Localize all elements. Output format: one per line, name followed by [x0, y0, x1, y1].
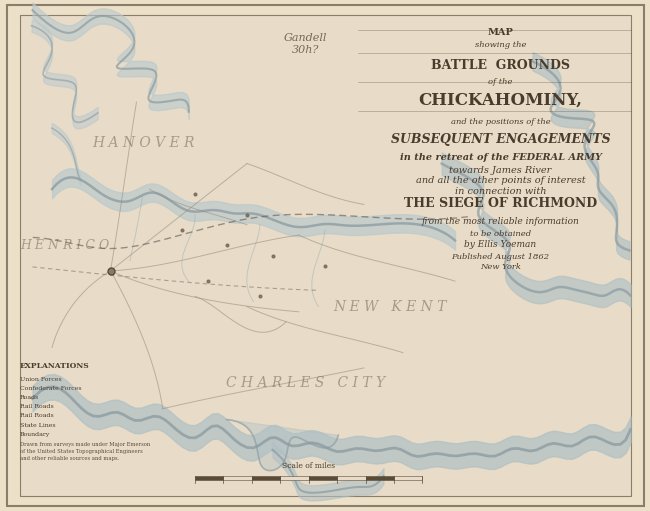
Text: Rail Roads: Rail Roads: [20, 413, 53, 419]
Text: in the retreat of the FEDERAL ARMY: in the retreat of the FEDERAL ARMY: [400, 153, 601, 162]
Text: of the: of the: [488, 78, 513, 86]
Text: showing the: showing the: [474, 41, 526, 49]
FancyBboxPatch shape: [20, 15, 630, 496]
Text: MAP: MAP: [488, 28, 514, 37]
Text: Scale of miles: Scale of miles: [282, 461, 335, 470]
Text: C H A R L E S   C I T Y: C H A R L E S C I T Y: [226, 376, 385, 390]
Text: New York: New York: [480, 263, 521, 271]
Text: N E W   K E N T: N E W K E N T: [333, 299, 447, 314]
Bar: [365, 476, 394, 480]
Text: State Lines: State Lines: [20, 423, 55, 428]
Text: to be obtained: to be obtained: [470, 230, 531, 238]
Text: EXPLANATIONS: EXPLANATIONS: [20, 362, 89, 370]
Text: Rail Roads: Rail Roads: [20, 404, 53, 409]
Text: SUBSEQUENT ENGAGEMENTS: SUBSEQUENT ENGAGEMENTS: [391, 133, 610, 146]
Text: Confederate Forces: Confederate Forces: [20, 386, 81, 391]
Text: towards James River: towards James River: [449, 166, 552, 175]
Text: Published August 1862: Published August 1862: [452, 253, 549, 261]
Text: Gandell
30h?: Gandell 30h?: [284, 33, 327, 55]
Bar: [224, 476, 252, 480]
Text: BATTLE  GROUNDS: BATTLE GROUNDS: [431, 59, 570, 72]
Bar: [252, 476, 280, 480]
Text: H E N R I C O: H E N R I C O: [20, 239, 110, 252]
Bar: [195, 476, 224, 480]
Text: and the positions of the: and the positions of the: [450, 118, 551, 126]
Text: in connection with: in connection with: [455, 187, 546, 196]
Text: Union Forces: Union Forces: [20, 377, 61, 382]
Text: by Ellis Yoeman: by Ellis Yoeman: [465, 240, 536, 249]
Text: H A N O V E R: H A N O V E R: [92, 136, 194, 150]
Polygon shape: [227, 420, 338, 471]
Text: from the most reliable information: from the most reliable information: [422, 217, 579, 226]
Text: CHICKAHOMINY,: CHICKAHOMINY,: [419, 92, 582, 109]
Bar: [337, 476, 365, 480]
Text: THE SIEGE OF RICHMOND: THE SIEGE OF RICHMOND: [404, 197, 597, 210]
Text: Roads: Roads: [20, 395, 39, 400]
Text: and all the other points of interest: and all the other points of interest: [416, 176, 585, 185]
Bar: [280, 476, 309, 480]
Text: Boundary: Boundary: [20, 432, 50, 437]
Bar: [309, 476, 337, 480]
Bar: [394, 476, 422, 480]
Text: Drawn from surveys made under Major Emerson
of the United States Topographical E: Drawn from surveys made under Major Emer…: [20, 442, 150, 461]
